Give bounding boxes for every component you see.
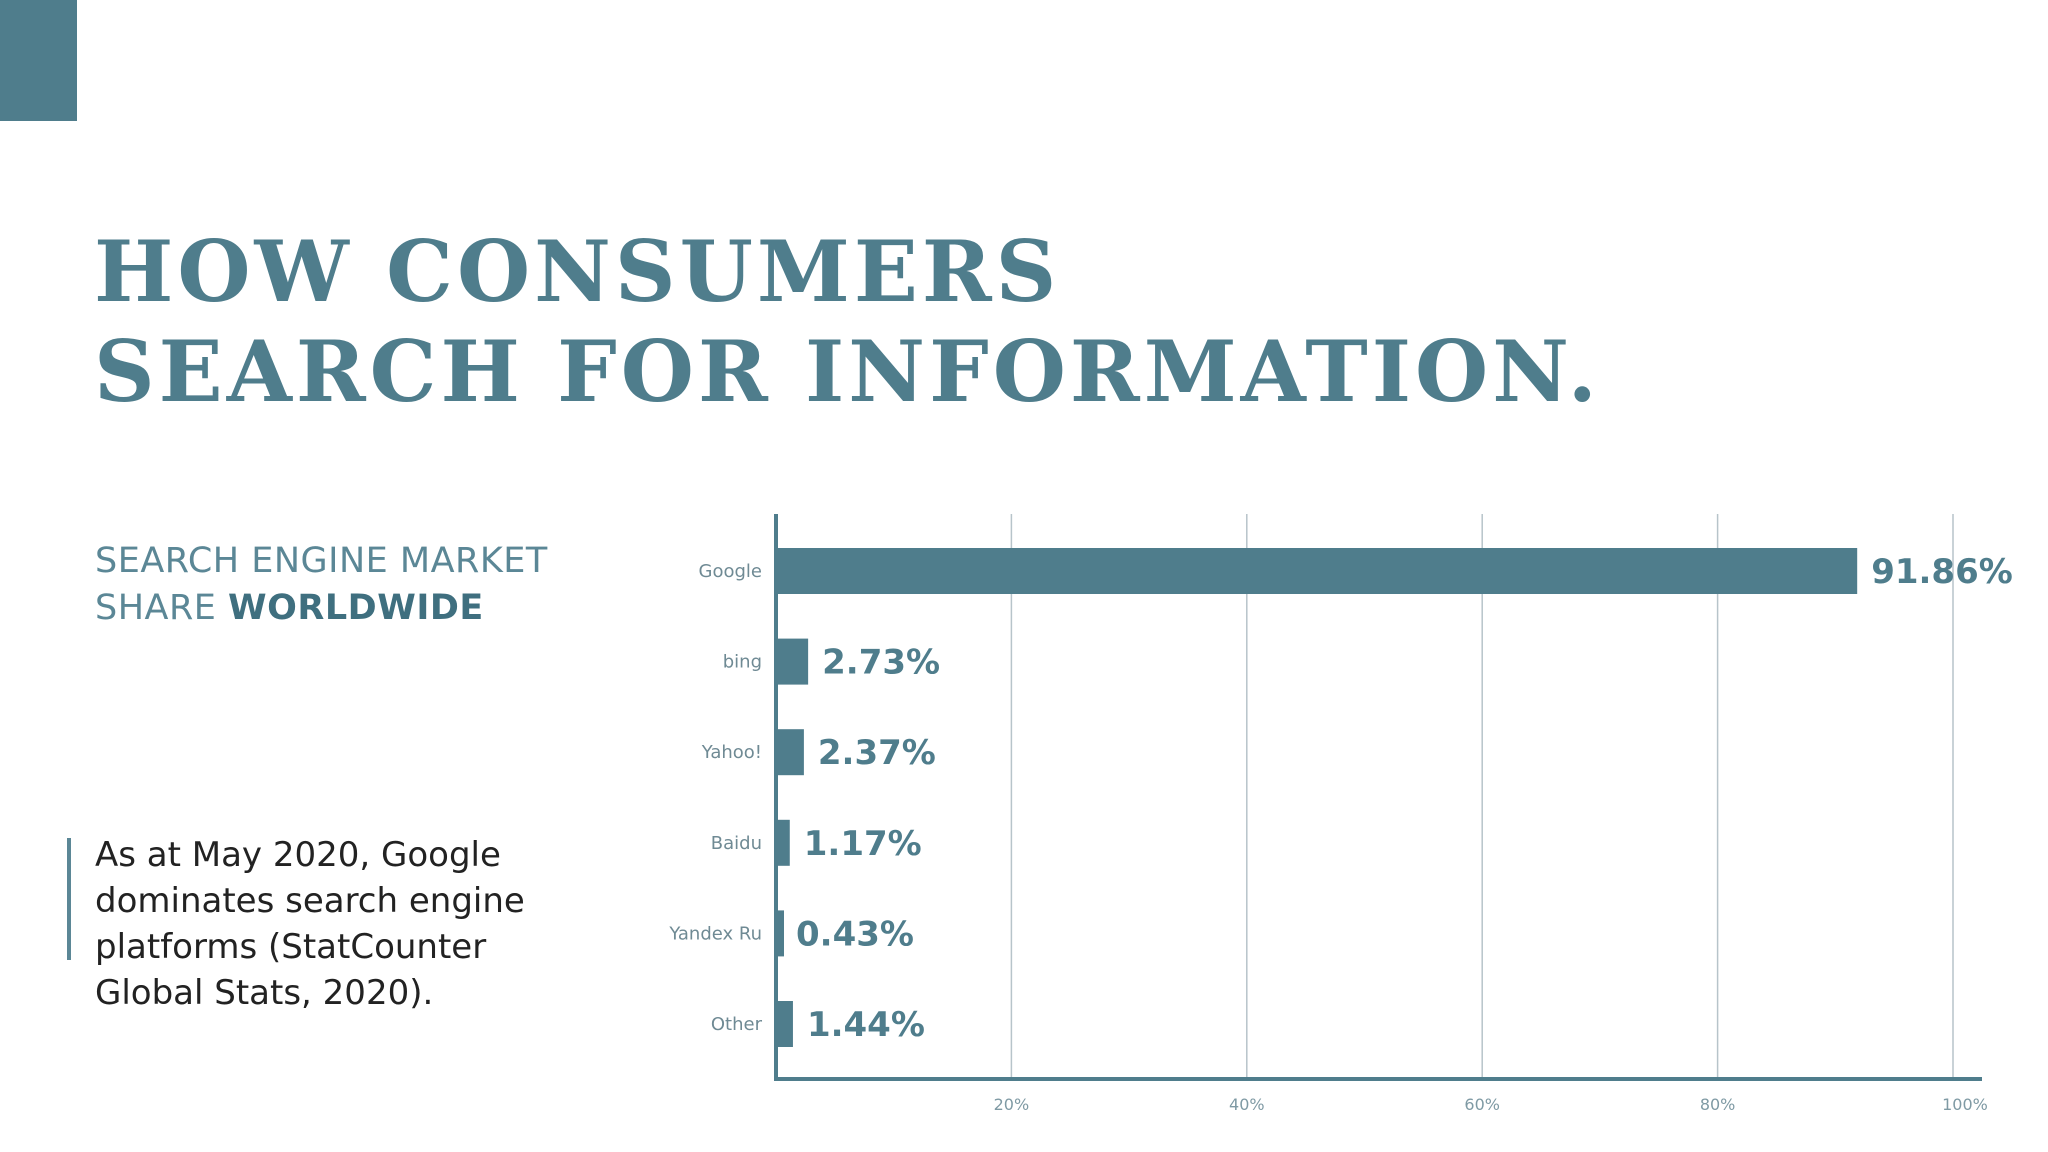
- value-label-bing: 2.73%: [822, 643, 940, 683]
- subtitle-line-2-bold: WORLDWIDE: [228, 588, 484, 628]
- x-tick-label-40: 40%: [1229, 1095, 1265, 1114]
- bar-other: [778, 1001, 793, 1047]
- category-label-baidu: Baidu: [711, 833, 762, 854]
- subtitle-line-2-normal: SHARE: [95, 588, 229, 628]
- bar-yandex-ru: [778, 910, 784, 957]
- x-tick-label-80: 80%: [1700, 1095, 1736, 1114]
- page-title: HOW CONSUMERS SEARCH FOR INFORMATION.: [94, 222, 1601, 422]
- category-label-yandex-ru: Yandex Ru: [668, 923, 762, 944]
- value-label-baidu: 1.17%: [804, 824, 922, 864]
- value-label-google: 91.86%: [1871, 552, 2013, 592]
- value-label-yandex-ru: 0.43%: [796, 914, 914, 954]
- source-note: As at May 2020, Google dominates search …: [95, 835, 525, 1013]
- bar-google: [778, 548, 1858, 594]
- title-line-2: SEARCH FOR INFORMATION.: [94, 322, 1601, 421]
- chart-subtitle: SEARCH ENGINE MARKET SHARE WORLDWIDE: [95, 538, 548, 632]
- value-label-other: 1.44%: [807, 1005, 925, 1045]
- corner-accent-block: [0, 0, 77, 121]
- value-label-yahoo-: 2.37%: [818, 733, 936, 773]
- note-accent-bar: [67, 838, 71, 960]
- subtitle-line-2: SHARE WORLDWIDE: [95, 585, 548, 632]
- x-tick-label-100: 100%: [1942, 1095, 1988, 1114]
- x-tick-label-60: 60%: [1464, 1095, 1500, 1114]
- x-tick-label-20: 20%: [994, 1095, 1030, 1114]
- category-label-other: Other: [711, 1014, 763, 1035]
- bar-yahoo-: [778, 729, 804, 776]
- bar-baidu: [778, 819, 790, 866]
- category-label-google: Google: [699, 561, 762, 582]
- category-label-bing: bing: [723, 652, 762, 673]
- subtitle-line-1: SEARCH ENGINE MARKET: [95, 541, 548, 581]
- category-label-yahoo-: Yahoo!: [701, 742, 762, 763]
- title-line-1: HOW CONSUMERS: [94, 222, 1061, 321]
- bar-bing: [778, 638, 809, 685]
